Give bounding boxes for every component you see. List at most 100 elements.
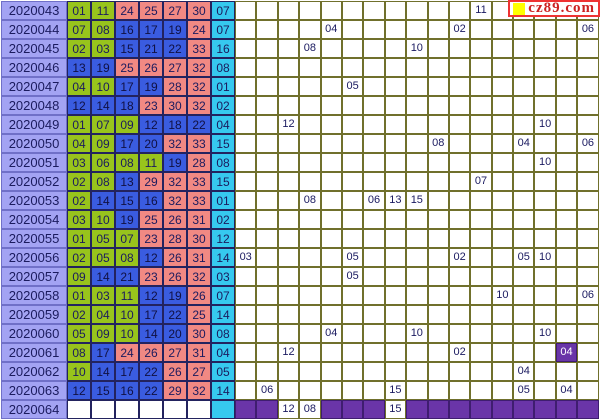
grid-cell (384, 229, 407, 248)
period-cell: 2020044 (1, 20, 67, 39)
grid-cell (555, 191, 578, 210)
grid-cell (577, 362, 599, 381)
red-ball-cell: 27 (163, 58, 187, 77)
red-ball-cell: 32 (163, 191, 187, 210)
grid-cell (406, 248, 428, 267)
period-cell: 2020055 (1, 229, 67, 248)
red-ball-cell: 32 (187, 267, 211, 286)
grid-cell (513, 58, 535, 77)
grid-cell (256, 115, 278, 134)
grid-cell (448, 286, 471, 305)
red-ball-cell: 21 (139, 39, 163, 58)
grid-cell (384, 20, 407, 39)
grid-cell: 04 (513, 362, 535, 381)
grid-cell (555, 210, 578, 229)
grid-cell (534, 39, 556, 58)
red-ball-cell: 26 (187, 286, 211, 305)
grid-cell (299, 210, 321, 229)
grid-cell-pending (427, 400, 449, 419)
red-ball-cell: 33 (187, 172, 211, 191)
red-ball-cell: 28 (163, 77, 187, 96)
grid-cell: 02 (448, 343, 471, 362)
grid-cell (384, 343, 407, 362)
grid-cell (320, 39, 342, 58)
red-ball-cell: 04 (91, 305, 115, 324)
grid-cell (470, 153, 492, 172)
grid-cell (555, 134, 578, 153)
grid-cell (491, 362, 514, 381)
grid-cell (299, 58, 321, 77)
grid-cell (320, 1, 342, 20)
grid-cell (555, 96, 578, 115)
grid-cell (256, 1, 278, 20)
grid-cell (320, 381, 342, 400)
period-cell: 2020047 (1, 77, 67, 96)
grid-cell (448, 267, 471, 286)
grid-cell (299, 362, 321, 381)
grid-cell (299, 286, 321, 305)
grid-cell (448, 134, 471, 153)
period-cell: 2020059 (1, 305, 67, 324)
red-ball-cell: 19 (139, 77, 163, 96)
grid-cell (320, 362, 342, 381)
grid-cell (320, 153, 342, 172)
red-ball-cell: 09 (91, 134, 115, 153)
red-ball-cell: 27 (163, 1, 187, 20)
grid-cell: 10 (534, 248, 556, 267)
grid-cell: 04 (555, 381, 578, 400)
red-ball-cell: 16 (139, 191, 163, 210)
grid-cell (448, 115, 471, 134)
grid-cell (235, 172, 257, 191)
red-ball-cell: 10 (115, 324, 139, 343)
grid-cell: 13 (384, 191, 407, 210)
grid-cell (470, 286, 492, 305)
period-cell: 2020052 (1, 172, 67, 191)
grid-cell (256, 58, 278, 77)
grid-cell (406, 1, 428, 20)
grid-cell (235, 153, 257, 172)
red-ball-cell: 19 (115, 210, 139, 229)
grid-cell (341, 96, 364, 115)
red-ball-cell: 12 (139, 286, 163, 305)
grid-cell (555, 153, 578, 172)
red-ball-cell: 17 (139, 20, 163, 39)
red-ball-cell: 24 (115, 343, 139, 362)
red-ball-cell: 14 (91, 362, 115, 381)
red-ball-cell: 09 (115, 115, 139, 134)
grid-cell (299, 1, 321, 20)
red-ball-cell: 30 (187, 229, 211, 248)
red-ball-cell: 31 (187, 210, 211, 229)
grid-cell: 12 (277, 343, 300, 362)
grid-cell (406, 58, 428, 77)
grid-cell (448, 96, 471, 115)
grid-cell (384, 39, 407, 58)
grid-cell (470, 20, 492, 39)
grid-cell (235, 381, 257, 400)
grid-cell (534, 134, 556, 153)
grid-cell (277, 381, 300, 400)
grid-cell (235, 1, 257, 20)
red-ball-cell: 32 (187, 58, 211, 77)
grid-cell (577, 172, 599, 191)
period-cell: 2020048 (1, 96, 67, 115)
grid-cell (513, 115, 535, 134)
grid-cell (513, 191, 535, 210)
grid-cell (427, 20, 449, 39)
grid-cell: 06 (256, 381, 278, 400)
grid-cell (448, 58, 471, 77)
grid-cell (341, 172, 364, 191)
grid-cell (384, 134, 407, 153)
grid-cell (513, 267, 535, 286)
grid-cell (384, 77, 407, 96)
grid-cell (384, 58, 407, 77)
red-ball-cell: 22 (139, 381, 163, 400)
grid-cell (513, 20, 535, 39)
grid-cell (534, 58, 556, 77)
blue-ball-cell: 05 (211, 362, 235, 381)
red-ball-cell: 14 (91, 267, 115, 286)
blue-ball-cell: 14 (211, 381, 235, 400)
grid-cell (277, 96, 300, 115)
grid-cell (470, 134, 492, 153)
grid-cell (277, 1, 300, 20)
grid-cell (277, 58, 300, 77)
